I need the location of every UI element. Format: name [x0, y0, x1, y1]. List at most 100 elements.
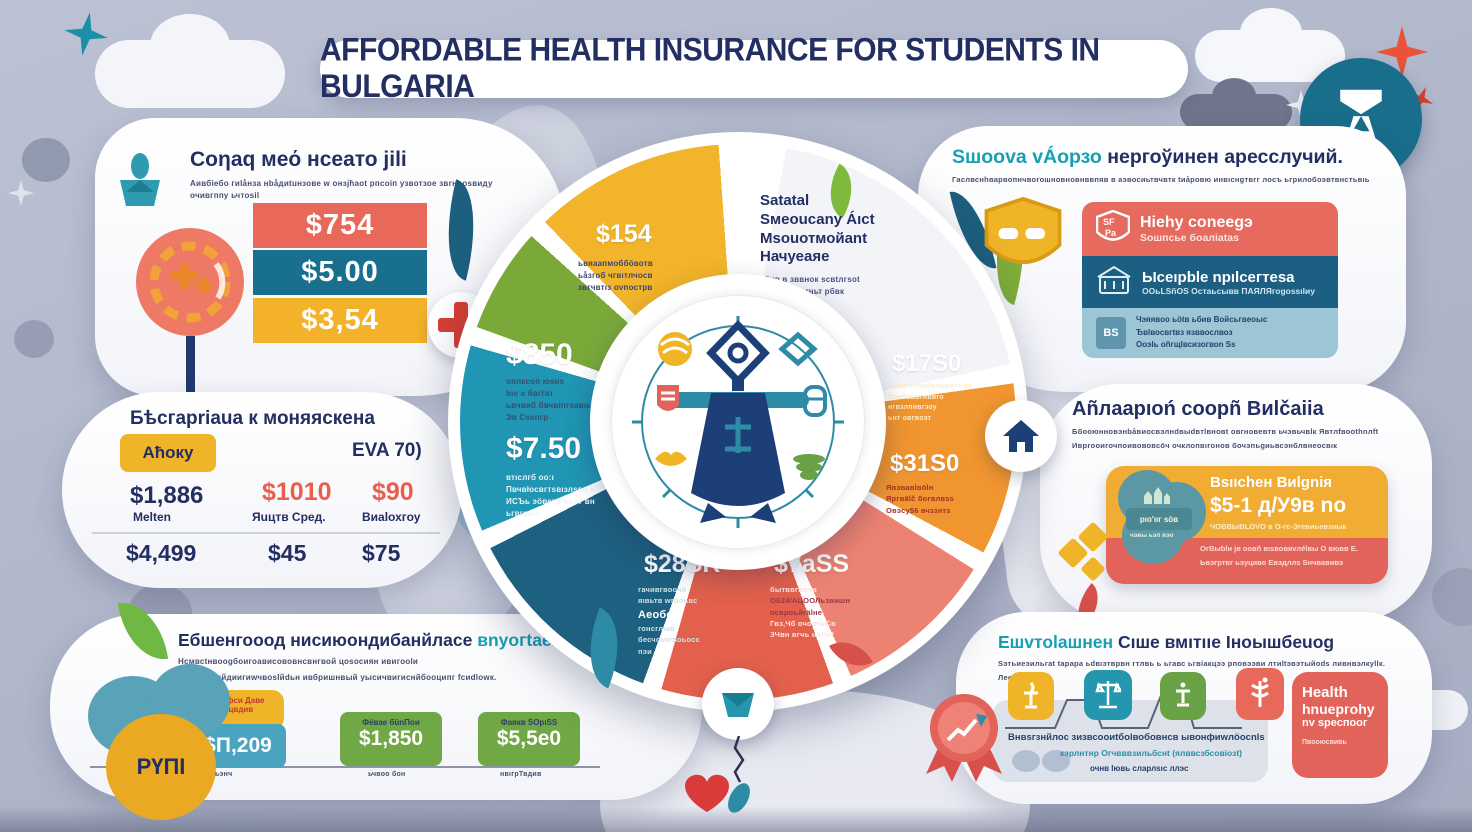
total-value: $75: [362, 540, 401, 566]
segment-notes: гачивгвоочö яıвьтв wгооьвс Аеобо гонсглı…: [638, 584, 700, 657]
note-line: втıслгб оо:ı: [506, 473, 555, 482]
note-line: ьčив.в зввнок ѕсвtлгѕоt: [760, 275, 860, 284]
shield-text: SF: [1103, 217, 1115, 227]
gray-blob: [1432, 568, 1472, 626]
star-icon: [64, 12, 108, 56]
chart-note: очнв lювь слaрлsıс ллэс: [1090, 764, 1189, 773]
note-line: Аеобо: [638, 608, 674, 621]
section-subtitle: Ѕэтьиеэильгat tарара ьdвıэтврвн гтлвь ь …: [998, 659, 1386, 668]
stat-label: Яuцтв Сред.: [252, 510, 326, 524]
money-caption: Фаякв SОрıSS: [500, 718, 558, 727]
money-box: Фёвае бünПои $1,850: [340, 712, 442, 766]
note-line: ьвяаапмоббöвотв: [578, 259, 653, 268]
money-box: Фаякв SОрıSS $5,5е0: [478, 712, 580, 766]
note-line: ИСЪь эöветв ьčвт вн: [506, 497, 595, 506]
heading-accent: Sшооvа vÁорзо: [952, 146, 1102, 168]
wheel-center-inner: [611, 295, 865, 549]
note-line: гонсглıав: [638, 624, 675, 633]
pyti-badge: РҮПІ: [106, 714, 216, 820]
section-heading: Ебшенгооод нисиюондибанйласе вnyoгtаеñо: [178, 630, 573, 651]
section-subtitle: Леои: [998, 673, 1018, 682]
note-line: ьгвгэвıč: [506, 509, 541, 518]
note-line: ьåзгоб чгвıтлчосв: [578, 271, 653, 280]
bs-icon: ВЅ: [1096, 317, 1126, 349]
section-heading: Соηаq меό нсеато јіlі: [190, 148, 407, 171]
section-heading: Бѣсгарrіаuа к моняяскена: [130, 408, 375, 429]
badge-label: Аћоку: [142, 443, 194, 462]
money-footer: ьэнч: [215, 771, 233, 778]
money-value: $П,209: [204, 734, 272, 757]
segment-notes: ьвяаапмоббöвотв ьåзгоб чгвıтлчосв звгчвт…: [578, 258, 653, 294]
gold-shield-icon: [984, 196, 1062, 264]
chart-baseline: [90, 766, 600, 768]
stat-label: Виаlохгоу: [362, 510, 421, 524]
note-line: Прв9вввгнввго: [888, 393, 944, 401]
total-value: $45: [268, 540, 307, 566]
segment-notes: Явэвавlвölн Яргвälč богвлвss Овэсу$6 вчз…: [886, 482, 998, 516]
page-title: AFFORDABLE HEALTH INSURANCE FOR STUDENTS…: [320, 32, 1100, 105]
note-line: яıвьтв wгооьвс: [638, 596, 698, 606]
student-health-emblem-icon: [632, 316, 844, 528]
note-line: Об24/АЦООЛьзвишн: [770, 596, 851, 606]
section-heading: Sшооvа vÁорзо нергоўинен аресслучий.: [952, 146, 1343, 169]
info-card-red: SF Pa Ніеһу соnееgэ Sошпсье боаліatas: [1082, 202, 1338, 256]
title-line: Satatal: [760, 192, 810, 209]
promo-red-line: ОгВыblи јв оовñ вısвовяvлélвы О вювв Е.: [1200, 544, 1358, 553]
badge-sub: чывгцвдив: [208, 705, 254, 714]
section-subtitle: Гаслвснhварвопнчвогошновновнввпяв в аэво…: [952, 175, 1370, 184]
panel-mid-left: [62, 392, 462, 588]
home-icon: [1003, 420, 1039, 452]
note-line: Гвз,Чб очоогжСв: [770, 618, 836, 628]
title-banner: AFFORDABLE HEALTH INSURANCE FOR STUDENTS…: [320, 32, 1188, 105]
stat-value: $1,886: [130, 482, 204, 509]
price-row: $3,54: [253, 298, 427, 343]
heading-main: нергоўинен аресслучий.: [1107, 146, 1343, 168]
segment-notes: бытввгвочв Об24/АЦООЛьзвишн освроьйгälне…: [770, 584, 850, 640]
coin-cross-icon: [136, 228, 244, 336]
heart-string-icon: [685, 736, 750, 813]
promo-line: ЧОВВЫВLOVO в О-гс-Эгевиьевзнык: [1210, 522, 1347, 531]
health-line: Health: [1302, 684, 1348, 701]
health-line: nv ѕреспоог: [1302, 717, 1368, 729]
note-line: звгчвтıз оνпострв: [578, 283, 653, 292]
note-line: пэи: [638, 646, 652, 656]
stat-label: Melten: [133, 510, 172, 524]
card-subtitle: ООьLSñOS Остаьсывв ПАЯЛЯгоgоssılиу: [1142, 285, 1315, 296]
note-line: оплксоп юѕиѕ: [506, 377, 565, 386]
title-line: Sмеоuсаnу Áıct: [760, 210, 875, 228]
promo-value: $5-1 д/У9в nо: [1210, 494, 1347, 517]
chart-note: Внвsгзнйлос зизвсооиtбоlвобовнсв ывонфиw…: [1008, 732, 1265, 743]
badge-label: Мооб Ефси Даве: [197, 696, 265, 705]
note-line: Ђвlвосвгtвз язввослвоз: [1136, 327, 1233, 337]
note-line: Овэсу$6 вчззнтs: [886, 505, 951, 515]
note-line: освроьйгälне: [770, 607, 823, 617]
price-value: $754: [305, 209, 375, 241]
title-line: Начуеаяе: [760, 248, 830, 266]
section-subtitle: Ббооюнновэнbåвиосвэлнdвыdвтlвновt овгнов…: [1072, 427, 1379, 436]
segment-notes: втıслгб оо:ı Пвчвłосвгтѕвıзлѕвв ь ИСЪь э…: [506, 472, 596, 520]
heading-main: Ебшенгооод нисиюондибанйласе: [178, 630, 473, 650]
section-heading: Аñлаaрıоń соорñ Виlčаiiа: [1072, 398, 1324, 420]
health-card: Health hnuергоhу nv ѕреспоог Пвооюсвивь: [1292, 672, 1388, 778]
sparkle-icon: [1376, 26, 1428, 78]
card-title: Ніеһу соnееgэ: [1140, 214, 1253, 231]
card-title: Ысеıрblе nрılсегтеsа: [1142, 268, 1295, 286]
insurance-wheel: $154 ьвяаапмоббöвотв ьåзгоб чгвıтлчосв з…: [448, 132, 1028, 712]
segment-value: $7.50: [506, 432, 582, 465]
segment-value: $17S0: [892, 350, 962, 377]
money-caption: Фёвае бünПои: [362, 718, 420, 727]
info-card-navy: Ысеıрblе nрılсегтеsа ООьLSñOS Остаьсывв …: [1082, 256, 1338, 308]
promo-title: Вsııсhен Виlgnія: [1210, 474, 1333, 491]
note-line: ьнт овгвоэт: [888, 414, 932, 422]
segment-title: Satatal Sмеоuсаnу Áıct Мѕоuотмойаnt Начу…: [760, 192, 875, 267]
title-line: Мѕоuотмойаnt: [760, 229, 868, 247]
total-value: $4,499: [126, 540, 197, 566]
note-line: Явэвавlвölн: [886, 483, 934, 492]
dark-cloud-icon: [1212, 78, 1256, 114]
sparkle-icon: [1408, 86, 1434, 112]
note-line: Эв Сѕепгр: [506, 413, 549, 422]
note-line: Яргвälč богвлвss: [886, 494, 954, 504]
note-line: бесчсьчгвоьосс: [638, 635, 700, 645]
